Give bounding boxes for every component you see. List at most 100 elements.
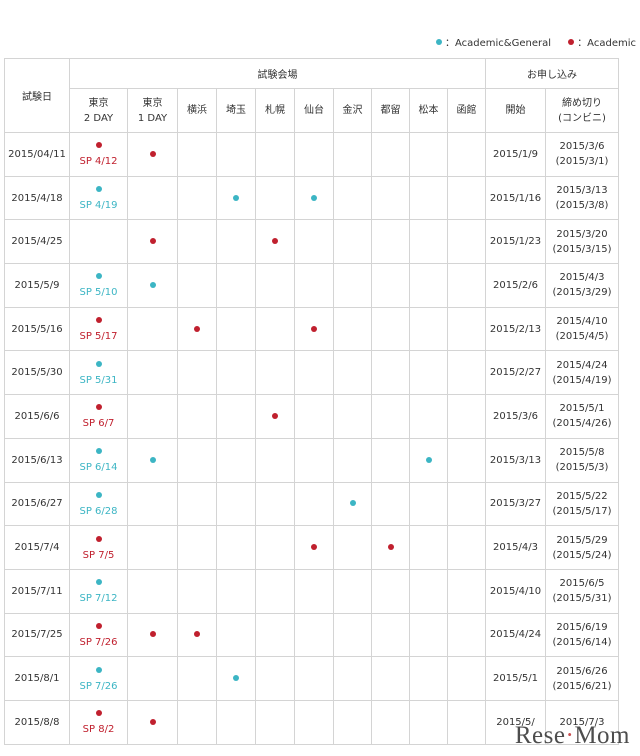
apply-deadline: 2015/3/20 (2015/3/15) [545,219,619,265]
venue-cell [371,612,410,658]
table-row: 2015/7/4 SP 7/5 2015/4/3 2015/5/29 (2015/5/2… [4,525,619,570]
exam-date: 2015/4/18 [4,175,70,221]
venue-cell [294,699,334,745]
venue-cell [447,132,486,177]
venue-label: 横浜 [187,105,207,116]
venue-cell [371,350,410,396]
apply-deadline: 2015/6/19 (2015/6/14) [545,612,619,658]
red-dot-icon [95,622,102,629]
venue-cell [333,394,372,439]
venue-cell [294,394,334,439]
venue-cell [294,219,334,265]
red-dot-icon [95,142,102,149]
apply-start: 2015/1/23 [485,219,546,265]
deadline-date: (2015/4/26) [552,418,612,430]
speaking-date: SP 5/31 [79,374,118,386]
venue-cell [127,699,178,745]
deadline-date: 2015/7/3 [559,716,605,728]
deadline-date: 2015/4/24 [556,359,608,371]
speaking-test: SP 7/26 [71,620,127,650]
venue-cell [216,568,256,614]
apply-deadline: 2015/4/3 (2015/3/29) [545,263,619,308]
venue-cell [447,481,486,527]
venue-cell [177,612,217,658]
red-dot-icon [95,535,102,542]
table-row: 2015/8/8 SP 8/2 2015/5/2015/7/3 [4,699,619,745]
venue-cell [216,219,256,265]
speaking-date: SP 6/28 [79,505,118,517]
venue-cell [294,350,334,396]
venue-cell [127,306,178,352]
apply-start: 2015/1/16 [485,175,546,221]
venue-cell [409,263,448,308]
venue-cell [255,394,295,439]
venue-cell [447,699,486,745]
deadline-date: (2015/5/17) [552,505,612,517]
venue-cell [216,306,256,352]
legend-label: ：Academic [577,38,636,49]
venue-cell [127,525,178,570]
red-dot-icon [95,404,102,411]
apply-deadline: 2015/4/10 (2015/4/5) [545,306,619,352]
venue-cell [409,568,448,614]
venue-cell [447,568,486,614]
speaking-test: SP 5/31 [71,358,127,388]
tokyo-2day-cell: SP 4/19 [69,175,128,221]
deadline-date: 2015/3/6 [559,141,605,153]
deadline-date: 2015/6/19 [556,621,608,633]
exam-date: 2015/8/8 [4,699,70,745]
tokyo-2day-cell: SP 7/5 [69,525,128,570]
venue-label: 東京 [88,97,109,109]
header-venue-col: 東京 2 DAY [69,88,128,133]
venue-cell [177,350,217,396]
venue-cell [127,656,178,701]
teal-dot-icon [95,448,102,455]
table-row: 2015/7/25 SP 7/26 2015/4/24 2015/6/19 (2015/… [4,612,619,658]
exam-schedule-table: 試験日 試験会場 お申し込み 東京 2 DAY 東京 1 DAY 横浜 埼玉 札幌 仙台 金沢 都… [4,58,619,745]
apply-start: 2015/4/24 [485,612,546,658]
venue-cell [216,175,256,221]
venue-cell [127,394,178,439]
exam-date: 2015/4/25 [4,219,70,265]
red-dot-icon [95,710,102,717]
apply-start: 2015/3/6 [485,394,546,439]
venue-cell [127,132,178,177]
red-dot-icon [272,238,278,245]
venue-cell [447,656,486,701]
venue-cell [409,656,448,701]
table-row: 2015/6/13 SP 6/14 2015/3/13 2015/5/8 (2015/5… [4,437,619,483]
venue-label: 松本 [418,105,439,116]
speaking-date: SP 7/12 [79,593,118,605]
venue-cell [333,263,372,308]
deadline-date: 2015/5/22 [556,490,608,502]
deadline-date: (2015/5/24) [552,549,612,561]
venue-cell [294,481,334,527]
venue-cell [255,263,295,308]
red-dot-icon [194,325,200,332]
deadline-date: 2015/3/13 [556,185,608,197]
venue-cell [447,612,486,658]
deadline-date: (2015/5/31) [552,593,612,605]
venue-cell [255,219,295,265]
tokyo-2day-cell: SP 5/31 [69,350,128,396]
speaking-date: SP 7/26 [79,636,118,648]
venue-cell [447,175,486,221]
venue-cell [447,263,486,308]
venue-cell [447,525,486,570]
header-apply: お申し込み [485,58,619,89]
venue-cell [177,437,217,483]
deadline-date: (2015/6/21) [552,680,612,692]
speaking-test: SP 7/12 [71,576,127,606]
venue-cell [294,175,334,221]
apply-start: 2015/3/27 [485,481,546,527]
speaking-test: SP 7/5 [71,533,127,563]
speaking-date: SP 8/2 [82,724,115,736]
venue-cell [409,175,448,221]
venue-cell [255,306,295,352]
venue-label: 札幌 [265,105,285,116]
venue-cell [371,699,410,745]
venue-cell [127,219,178,265]
venue-label: 都留 [380,105,401,116]
table-row: 2015/4/25 2015/1/23 2015/3/20 (2015/3/15) [4,219,619,265]
teal-dot-icon [349,500,356,507]
